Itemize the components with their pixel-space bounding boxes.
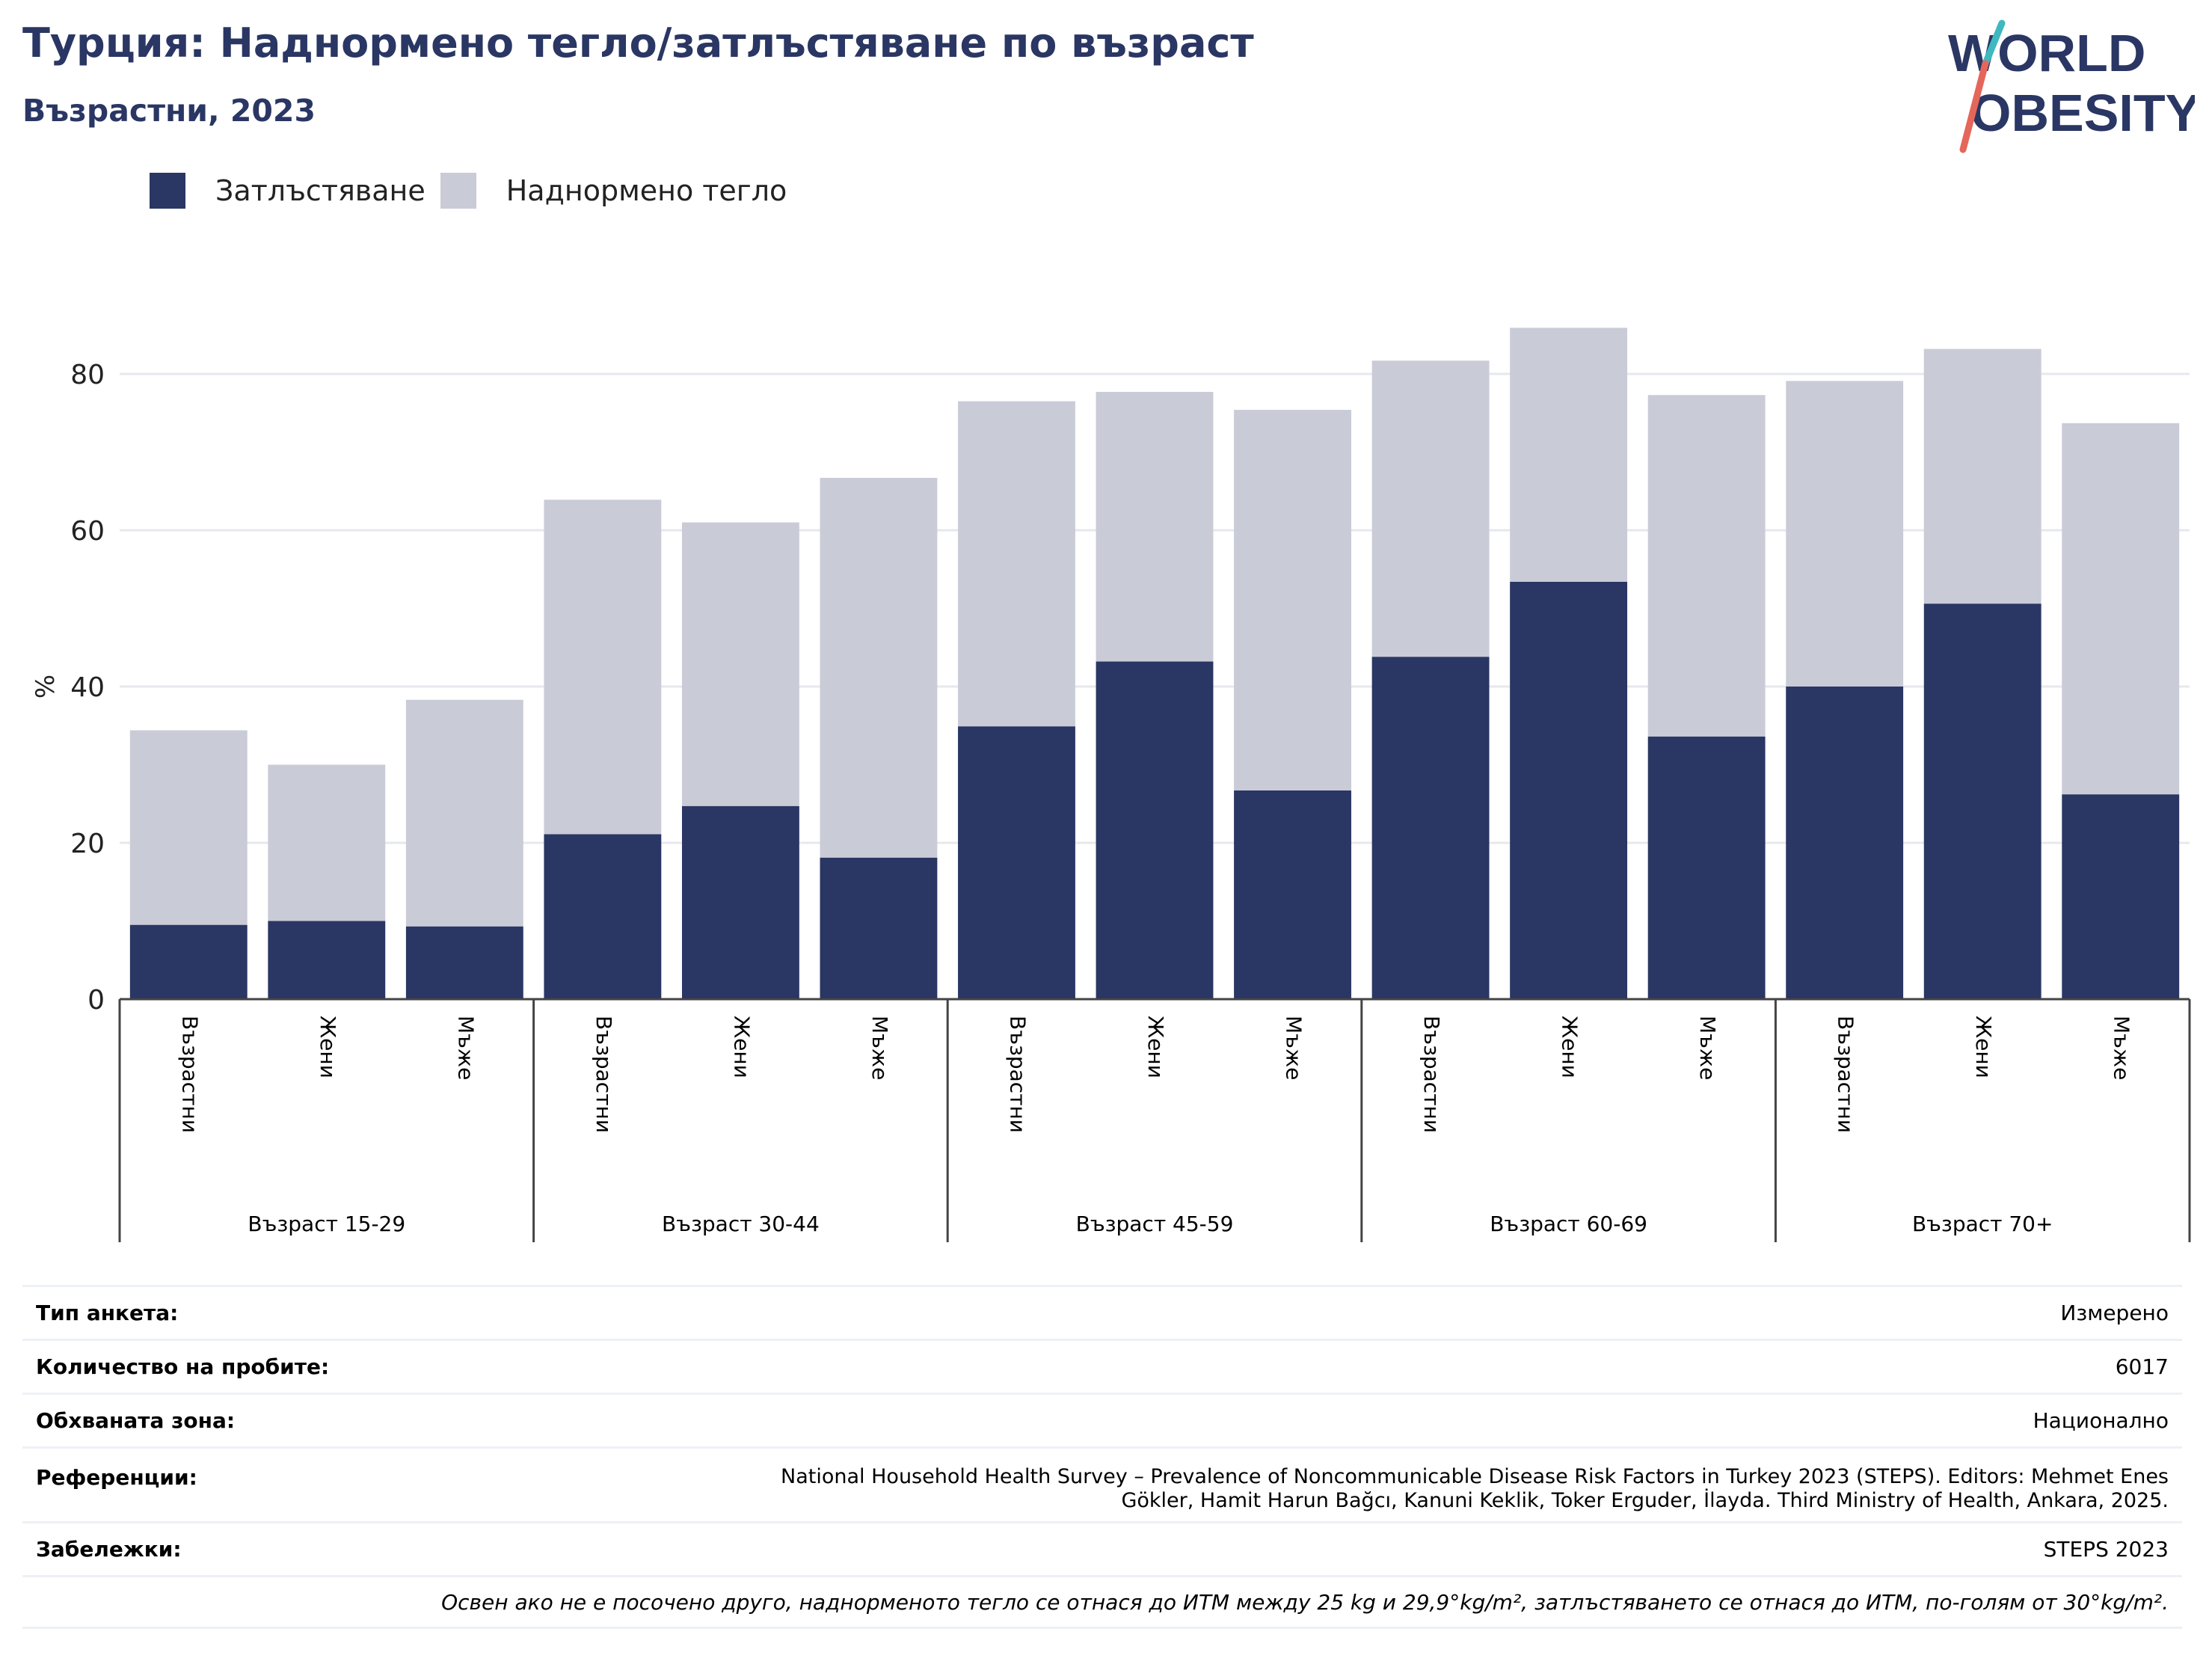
info-row-references: Референции: National Household Health Su…	[22, 1446, 2182, 1521]
bar-obesity	[2062, 794, 2180, 999]
bar-obesity	[1786, 687, 1904, 999]
bar-obesity	[1647, 736, 1766, 999]
bar-overweight	[1096, 392, 1214, 662]
x-tick-label: Жени	[1143, 1016, 1168, 1078]
footnote: Освен ако не е посочено друго, наднормен…	[441, 1589, 2169, 1615]
info-label: Референции:	[36, 1465, 197, 1490]
x-tick-label: Възрастни	[592, 1016, 616, 1133]
legend-item-obesity: Затлъстяване	[150, 173, 425, 209]
info-label: Количество на пробите:	[36, 1354, 330, 1379]
y-tick-label: 60	[70, 516, 105, 547]
x-tick-label: Жени	[1558, 1016, 1582, 1078]
x-tick-label: Мъже	[1695, 1016, 1720, 1080]
x-tick-label: Възрастни	[1005, 1016, 1030, 1133]
info-value: National Household Health Survey – Preva…	[781, 1465, 2169, 1513]
bar-overweight	[681, 522, 799, 806]
bar-obesity	[268, 921, 386, 999]
bar-obesity	[1096, 661, 1214, 999]
bar-overweight	[1510, 328, 1628, 582]
bar-overweight	[268, 764, 386, 921]
x-tick-label: Възрастни	[177, 1016, 202, 1133]
x-tick-label: Жени	[316, 1016, 340, 1078]
chart-title: Турция: Наднормено тегло/затлъстяване по…	[22, 19, 1254, 67]
group-label: Възраст 45-59	[1076, 1212, 1234, 1236]
bar-obesity	[1371, 657, 1490, 999]
bar-overweight	[1234, 410, 1351, 791]
bar-obesity	[958, 726, 1075, 999]
bar-overweight	[2062, 423, 2180, 795]
bar-obesity	[1510, 581, 1628, 999]
svg-text:OBESITY: OBESITY	[1970, 84, 2195, 142]
svg-text:WORLD: WORLD	[1948, 24, 2145, 82]
bar-overweight	[1371, 360, 1490, 657]
world-obesity-logo: WORLD OBESITY	[1948, 19, 2195, 153]
info-label: Забележки:	[36, 1537, 182, 1562]
info-value: Измерено	[2060, 1301, 2169, 1325]
chart-subtitle: Възрастни, 2023	[22, 93, 316, 129]
info-value: 6017	[2115, 1354, 2169, 1379]
info-row-footnote: Освен ако не е посочено друго, наднормен…	[22, 1575, 2182, 1629]
legend-item-overweight: Наднормено тегло	[440, 173, 787, 209]
reference-line-1: National Household Health Survey – Preva…	[781, 1465, 2169, 1488]
info-value: STEPS 2023	[2043, 1537, 2169, 1562]
info-row-sample-size: Количество на пробите: 6017	[22, 1339, 2182, 1393]
legend-swatch-overweight	[440, 173, 476, 209]
y-tick-label: 80	[70, 360, 105, 390]
x-tick-label: Мъже	[1282, 1016, 1306, 1080]
bar-obesity	[820, 857, 938, 999]
chart-legend: Затлъстяване Наднормено тегло	[150, 172, 802, 209]
info-table: Тип анкета: Измерено Количество на проби…	[22, 1285, 2182, 1629]
bar-obesity	[1234, 790, 1351, 999]
bar-obesity	[129, 924, 248, 999]
x-tick-label: Мъже	[453, 1016, 478, 1080]
bar-obesity	[405, 926, 523, 999]
legend-swatch-obesity	[150, 173, 185, 209]
bar-overweight	[544, 500, 662, 835]
info-value: Национално	[2033, 1408, 2169, 1433]
info-label: Обхваната зона:	[36, 1408, 236, 1433]
bar-overweight	[1923, 349, 2042, 604]
bar-overweight	[820, 477, 938, 858]
info-row-area: Обхваната зона: Национално	[22, 1393, 2182, 1446]
bar-overweight	[129, 730, 248, 925]
y-axis-label: %	[31, 675, 61, 699]
legend-label-overweight: Наднормено тегло	[506, 174, 787, 207]
stacked-bar-chart: 0 20 40 60 80% Възрастни Жени Мъже Възраст 15-29…	[31, 328, 2191, 1242]
x-tick-label: Възрастни	[1419, 1016, 1444, 1133]
bar-overweight	[1647, 395, 1766, 737]
bar-obesity	[544, 834, 662, 999]
x-tick-label: Мъже	[867, 1016, 892, 1080]
x-tick-label: Жени	[729, 1016, 754, 1078]
y-tick-label: 0	[87, 985, 105, 1016]
bar-overweight	[1786, 381, 1904, 687]
y-tick-label: 20	[70, 829, 105, 859]
bar-obesity	[681, 805, 799, 999]
info-label: Тип анкета:	[36, 1301, 179, 1325]
group-label: Възраст 70+	[1912, 1212, 2053, 1236]
x-tick-label: Възрастни	[1834, 1016, 1858, 1133]
group-label: Възраст 30-44	[662, 1212, 820, 1236]
bar-overweight	[405, 699, 523, 927]
info-row-survey-type: Тип анкета: Измерено	[22, 1285, 2182, 1339]
reference-line-2: Gökler, Hamit Harun Bağcı, Kanuni Keklik…	[1121, 1489, 2169, 1512]
x-tick-label: Жени	[1971, 1016, 1996, 1078]
group-label: Възраст 60-69	[1490, 1212, 1647, 1236]
x-tick-label: Мъже	[2110, 1016, 2134, 1080]
bar-overweight	[958, 401, 1075, 727]
group-label: Възраст 15-29	[248, 1212, 405, 1236]
info-row-notes: Забележки: STEPS 2023	[22, 1521, 2182, 1575]
y-tick-label: 40	[70, 672, 105, 703]
bar-obesity	[1923, 604, 2042, 999]
legend-label-obesity: Затлъстяване	[215, 174, 425, 207]
